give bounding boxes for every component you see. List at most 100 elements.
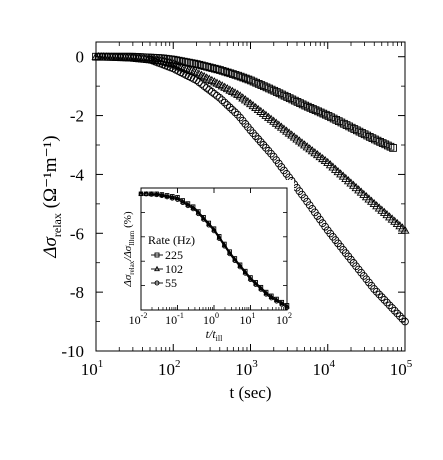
- legend-label: 225: [165, 248, 183, 262]
- data-point: [332, 116, 341, 124]
- x-tick-label: 104: [313, 358, 336, 379]
- data-point: [226, 69, 235, 78]
- data-point: [213, 65, 222, 74]
- data-point: [376, 138, 384, 146]
- data-point: [347, 123, 356, 132]
- inset-x-tick-label: 10-2: [129, 311, 148, 327]
- inset-series-55: [138, 191, 290, 310]
- main-plot: 101 102 103 104 105 0 -2 -4 -6 -8 -10 t (sec) Δσrela…: [40, 41, 413, 402]
- data-point: [249, 77, 258, 86]
- data-point: [205, 63, 214, 72]
- inset-data-point: [222, 244, 227, 249]
- data-point: [195, 60, 204, 69]
- data-point: [205, 86, 214, 94]
- data-point: [301, 101, 310, 110]
- data-point: [291, 96, 299, 105]
- data-point: [372, 287, 381, 296]
- series-triangle: [91, 51, 410, 234]
- data-point: [264, 146, 273, 155]
- data-point: [192, 60, 201, 68]
- data-point: [333, 166, 343, 176]
- inset-x-axis-label: t/till: [206, 327, 223, 343]
- data-point: [234, 71, 242, 80]
- inset-x-tick-label: 10-1: [165, 311, 184, 327]
- y-tick-label: 0: [76, 48, 85, 67]
- x-tick-label: 105: [390, 358, 413, 379]
- data-point: [381, 140, 390, 149]
- data-point: [368, 134, 377, 143]
- data-point: [171, 60, 181, 69]
- data-point: [369, 198, 379, 208]
- data-point: [198, 61, 206, 70]
- data-point: [229, 70, 237, 78]
- data-point: [340, 119, 348, 128]
- data-point: [283, 93, 291, 101]
- data-point: [343, 176, 353, 185]
- x-tick-label: 102: [158, 358, 181, 379]
- legend-label: 55: [165, 276, 177, 290]
- inset-data-point: [284, 305, 290, 310]
- inset-x-tick-label: 102: [276, 311, 292, 327]
- data-point: [293, 98, 302, 106]
- inset-data-point: [269, 295, 274, 301]
- data-point: [363, 131, 372, 140]
- data-point: [247, 76, 255, 85]
- data-point: [288, 95, 297, 104]
- data-point: [231, 108, 239, 117]
- data-point: [380, 296, 389, 304]
- data-point: [275, 89, 284, 98]
- data-point: [208, 64, 217, 72]
- data-point: [202, 84, 211, 92]
- data-point: [383, 298, 391, 307]
- data-point: [330, 164, 340, 173]
- y-tick-label: -6: [70, 224, 84, 243]
- data-point: [200, 62, 209, 70]
- data-point: [190, 59, 199, 68]
- data-point: [257, 81, 266, 89]
- data-point: [311, 106, 320, 115]
- data-point: [203, 62, 211, 71]
- data-point: [249, 129, 257, 138]
- inset-data-point: [180, 200, 185, 206]
- data-point: [272, 88, 281, 96]
- inset-data-point: [237, 264, 243, 270]
- data-point: [336, 169, 346, 178]
- inset-data-point: [248, 277, 253, 283]
- data-point: [306, 104, 315, 112]
- data-point: [241, 74, 250, 83]
- inset-data-point: [253, 282, 258, 287]
- data-point: [398, 315, 407, 323]
- data-point: [375, 290, 384, 299]
- data-point: [370, 285, 378, 293]
- data-point: [252, 78, 260, 87]
- data-point: [223, 101, 232, 109]
- data-point: [177, 57, 186, 66]
- data-point: [161, 57, 171, 66]
- data-point: [218, 66, 227, 75]
- inset-data-point: [279, 302, 285, 307]
- data-point: [384, 141, 392, 150]
- legend-marker: [154, 252, 160, 258]
- data-point: [260, 82, 268, 91]
- data-point: [314, 107, 322, 116]
- inset-data-point: [206, 223, 212, 228]
- data-point: [378, 139, 387, 147]
- data-point: [329, 114, 338, 123]
- data-point: [393, 309, 402, 318]
- data-point: [251, 132, 260, 140]
- legend-marker: [154, 265, 160, 272]
- data-point: [259, 141, 268, 149]
- data-point: [390, 306, 399, 315]
- data-point: [367, 196, 377, 205]
- legend-marker: [154, 280, 160, 286]
- inset-x-tick-label: 100: [203, 311, 219, 327]
- data-point: [239, 73, 248, 82]
- data-point: [228, 105, 237, 114]
- y-tick-label: -4: [70, 165, 85, 184]
- inset-data-point: [211, 228, 217, 234]
- data-point: [262, 83, 271, 92]
- x-tick-label: 103: [235, 358, 258, 379]
- data-point: [187, 59, 196, 67]
- data-point: [285, 94, 294, 103]
